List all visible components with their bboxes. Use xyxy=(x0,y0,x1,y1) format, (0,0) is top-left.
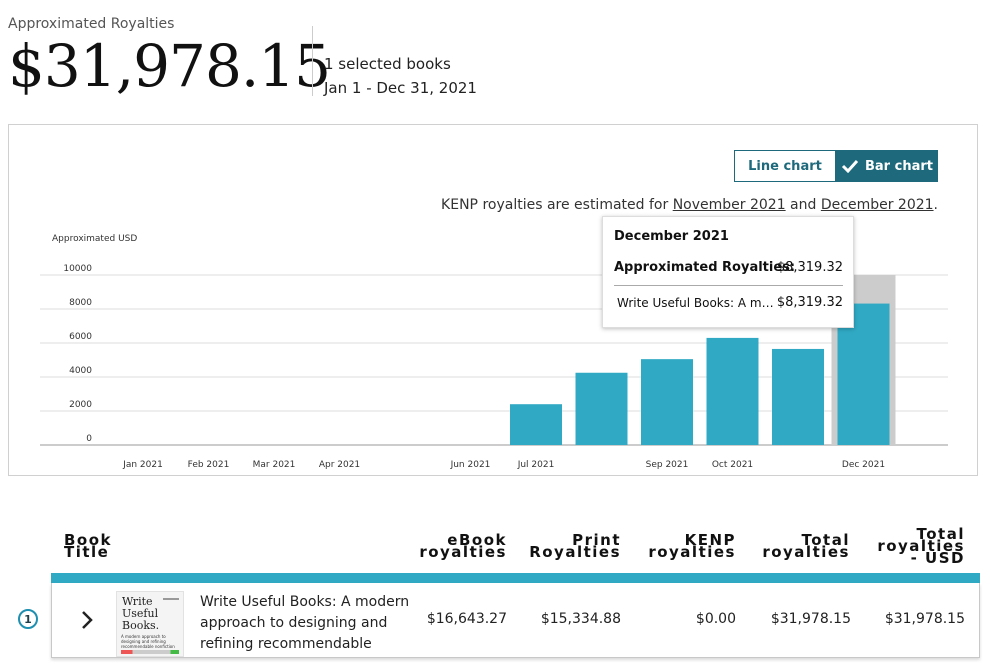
cover-decoration xyxy=(163,598,179,600)
summary-label: Approximated Royalties xyxy=(8,16,175,32)
tooltip-separator xyxy=(614,285,843,286)
y-tick-label: 4000 xyxy=(69,366,92,376)
kenp-royalties-cell: $0.00 xyxy=(695,611,736,627)
header-print-royalties: Print Royalties xyxy=(529,531,621,561)
header-kenp-royalties: KENP royalties xyxy=(648,531,736,561)
y-tick-label: 6000 xyxy=(69,332,92,342)
bar-sep-2021[interactable] xyxy=(641,359,693,445)
x-tick-label: Jan 2021 xyxy=(122,460,163,470)
row-index-badge: 1 xyxy=(18,609,38,629)
x-tick-label: Jun 2021 xyxy=(450,460,491,470)
x-tick-label: Apr 2021 xyxy=(319,460,360,470)
kenp-month-link-november[interactable]: November 2021 xyxy=(672,197,786,213)
line-chart-label: Line chart xyxy=(748,158,822,174)
y-tick-label: 10000 xyxy=(63,264,92,274)
y-tick-label: 0 xyxy=(86,434,92,444)
tooltip-title: December 2021 xyxy=(614,229,729,244)
bar-oct-2021[interactable] xyxy=(706,337,759,445)
x-tick-label: Mar 2021 xyxy=(253,460,296,470)
table-row[interactable] xyxy=(51,583,980,658)
royalties-bar-chart: Approximated USD 0 2000 4000 6000 8000 10000 Ja… xyxy=(40,234,948,470)
line-chart-button[interactable]: Line chart xyxy=(734,150,836,182)
table-row-accent xyxy=(51,573,980,583)
bar-aug-2021[interactable] xyxy=(575,372,628,445)
chart-panel xyxy=(8,124,978,476)
x-tick-label: Dec 2021 xyxy=(842,460,885,470)
checkmark-icon xyxy=(841,159,859,173)
tooltip-book-title: Write Useful Books: A mod… xyxy=(617,296,775,310)
print-royalties-cell: $15,334.88 xyxy=(540,611,621,627)
header-total-royalties-usd: Total royalties - USD xyxy=(877,525,965,567)
bar-chart-label: Bar chart xyxy=(865,158,933,174)
bar-jul-2021[interactable] xyxy=(510,404,562,445)
header-ebook-royalties: eBook royalties xyxy=(419,531,507,561)
tooltip-book-value: $8,319.32 xyxy=(776,295,843,310)
x-tick-label: Sep 2021 xyxy=(646,460,689,470)
x-tick-label: Feb 2021 xyxy=(188,460,230,470)
x-tick-label: Oct 2021 xyxy=(712,460,753,470)
summary-divider xyxy=(312,26,313,96)
header-total-royalties: Total royalties xyxy=(762,531,850,561)
y-tick-label: 8000 xyxy=(69,298,92,308)
cover-title: Write Useful Books. xyxy=(122,595,160,632)
kenp-note-and: and xyxy=(785,197,821,213)
kenp-month-link-december[interactable]: December 2021 xyxy=(820,197,934,213)
tooltip-value: $8,319.32 xyxy=(776,260,843,275)
book-title-cell: Write Useful Books: A modern approach to… xyxy=(200,594,410,652)
cover-subtitle: A modern approach to designing and refin… xyxy=(121,634,175,649)
total-royalties-cell: $31,978.15 xyxy=(770,611,851,627)
header-book-title: Book Title xyxy=(64,531,113,561)
y-tick-label: 2000 xyxy=(69,400,92,410)
tooltip-label: Approximated Royalties: xyxy=(614,260,796,275)
x-tick-label: Jul 2021 xyxy=(517,460,555,470)
bar-nov-2021[interactable] xyxy=(772,348,824,445)
kenp-estimate-note: KENP royalties are estimated for Novembe… xyxy=(300,197,938,213)
cover-color-strip xyxy=(121,650,179,654)
royalties-amount: $31,978.15 xyxy=(8,32,331,100)
ebook-royalties-cell: $16,643.27 xyxy=(426,611,507,627)
total-royalties-usd-cell: $31,978.15 xyxy=(884,611,965,627)
y-axis-label: Approximated USD xyxy=(52,234,137,244)
chevron-right-icon[interactable] xyxy=(79,609,95,631)
kenp-note-prefix: KENP royalties are estimated for xyxy=(441,197,673,213)
kenp-note-suffix: . xyxy=(933,197,938,213)
date-range: Jan 1 - Dec 31, 2021 xyxy=(324,79,477,97)
book-cover-thumbnail: Write Useful Books. A modern approach to… xyxy=(116,591,184,657)
chart-tooltip: December 2021 Approximated Royalties: $8… xyxy=(602,216,854,328)
bar-chart-button[interactable]: Bar chart xyxy=(836,150,938,182)
selected-books-count: 1 selected books xyxy=(324,55,451,73)
